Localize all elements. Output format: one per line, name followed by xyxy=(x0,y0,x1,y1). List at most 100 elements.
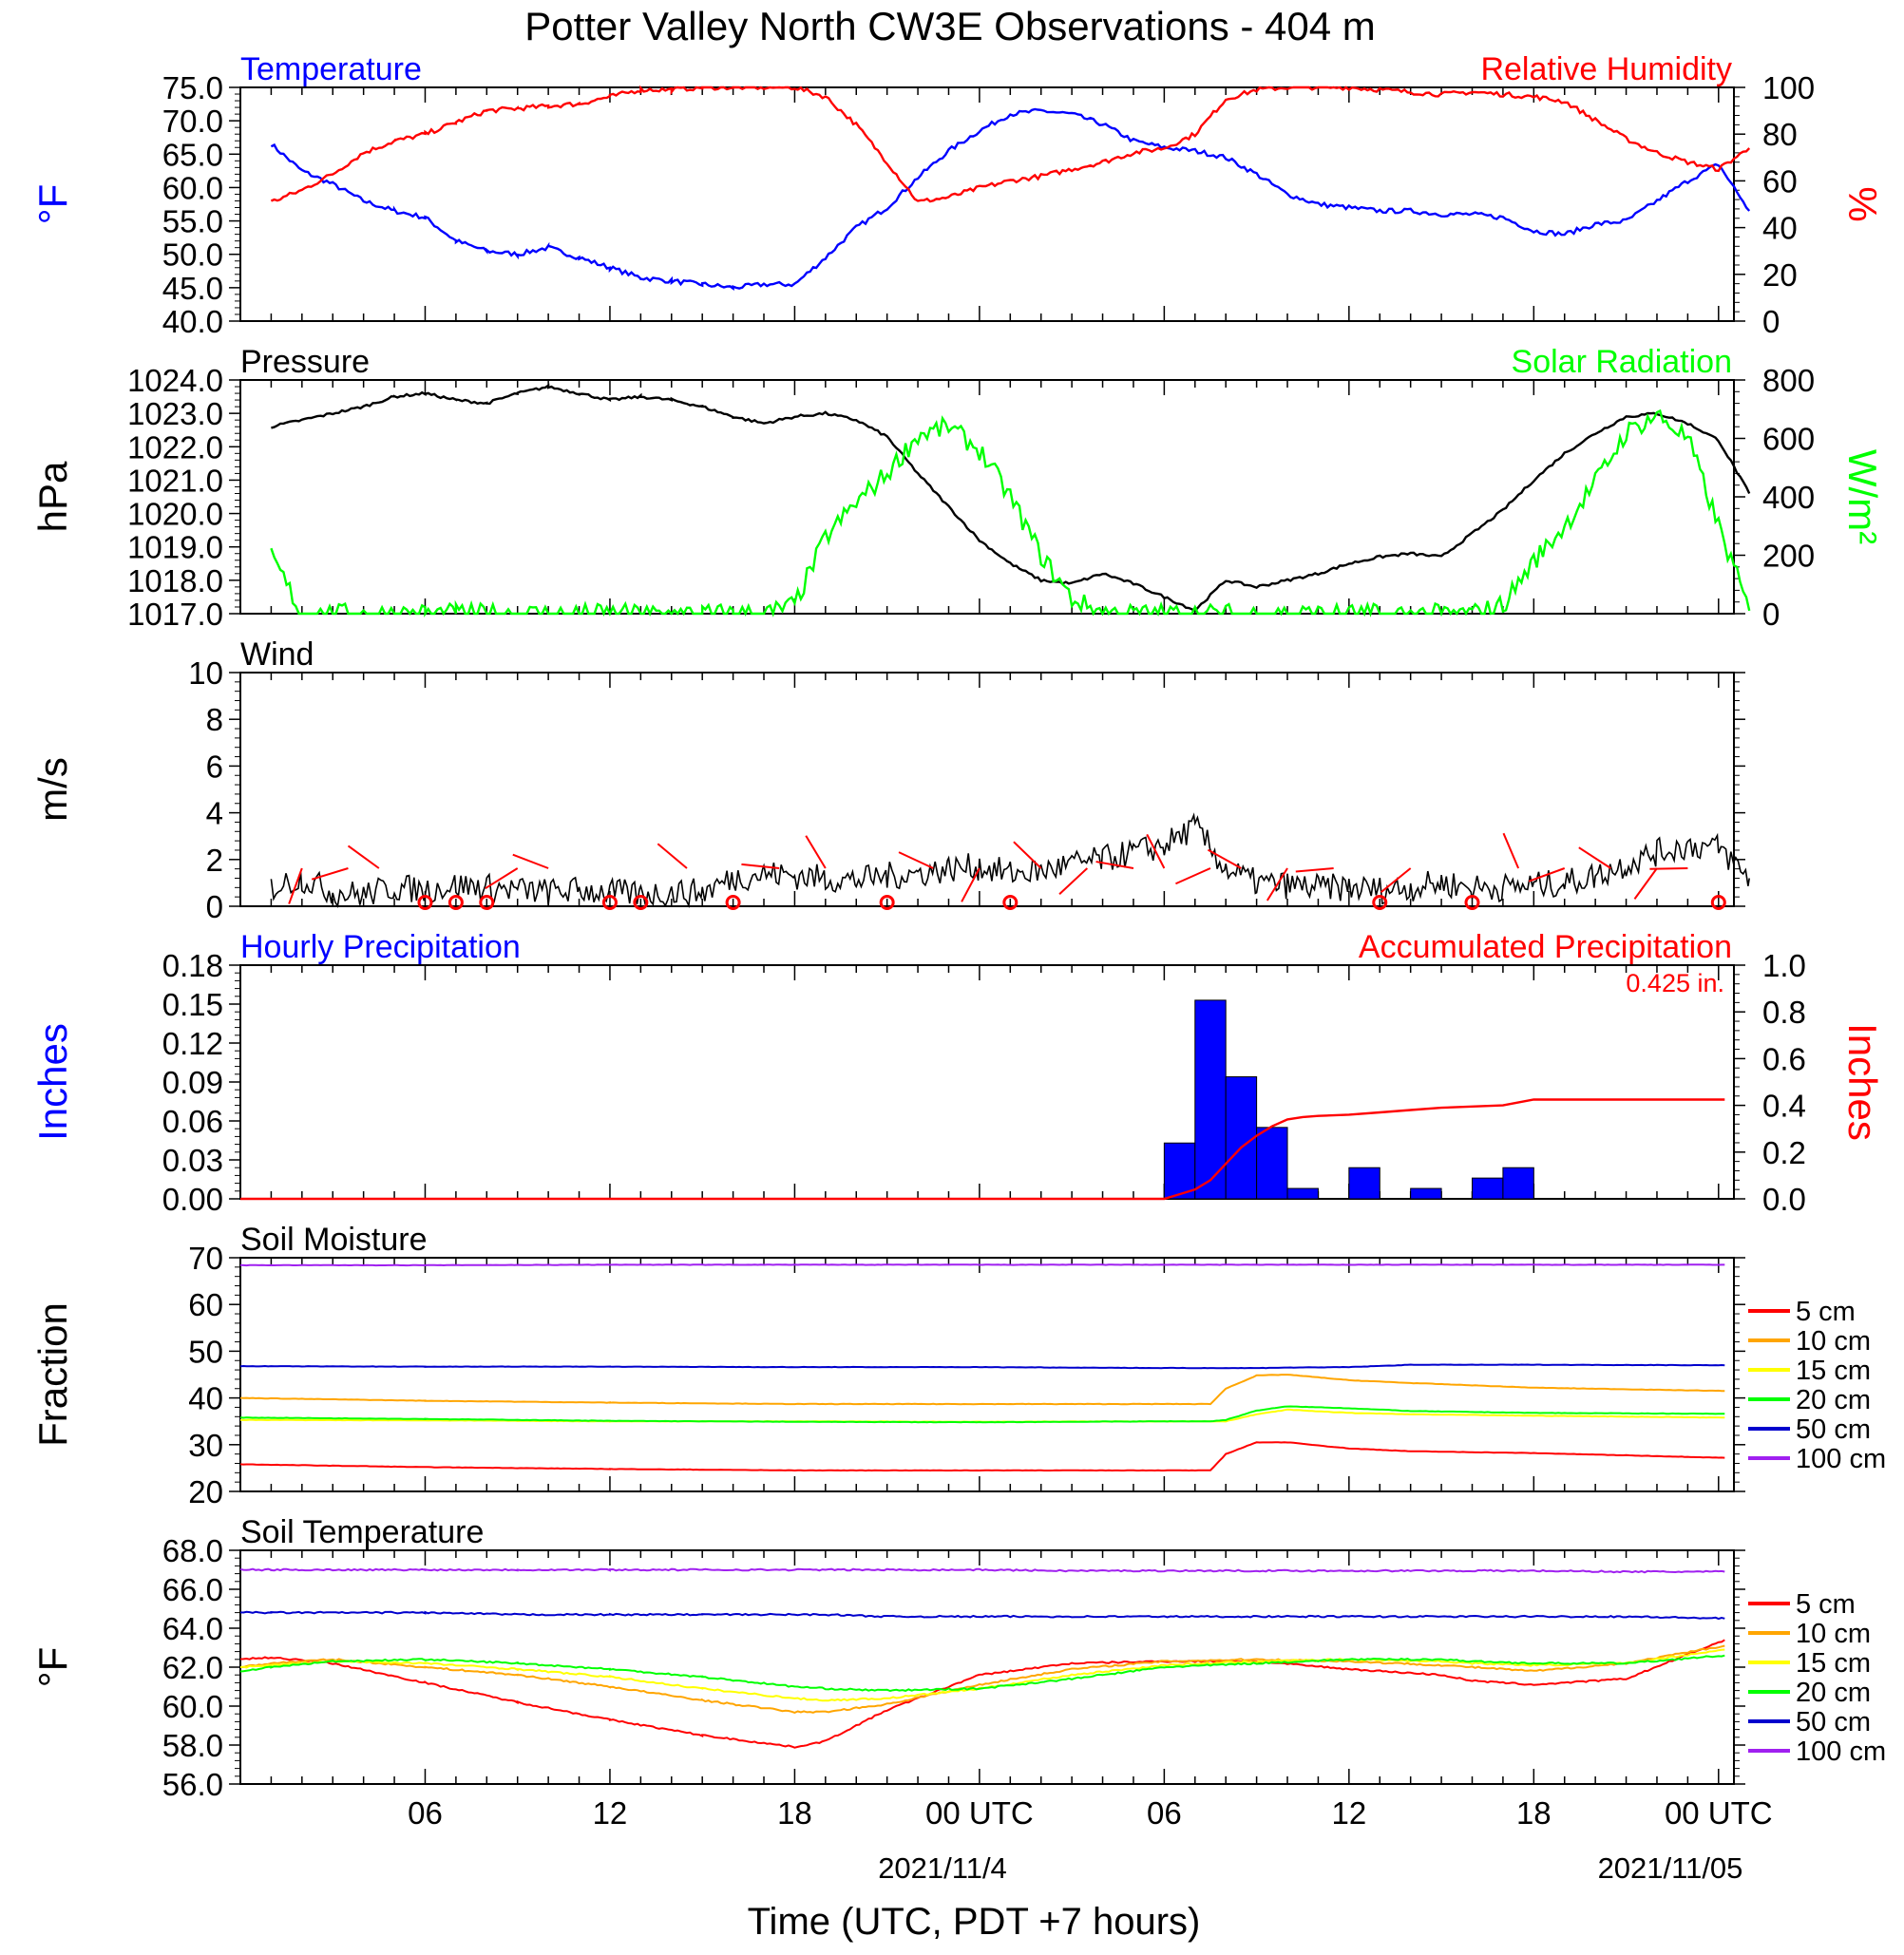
pressure_solar-ytick-label-right: 400 xyxy=(1762,480,1815,515)
soil_moisture-frame xyxy=(239,1257,1735,1492)
wind-barb-calm xyxy=(725,895,741,910)
soil_temp-ytick-label-left: 64.0 xyxy=(162,1611,223,1646)
soil_moisture-series-0 xyxy=(239,1441,1725,1472)
soil_moisture-legend-label: 100 cm xyxy=(1796,1444,1886,1474)
soil_moisture-ytick-label-left: 50 xyxy=(188,1334,223,1369)
wind-barb xyxy=(288,867,303,904)
pressure_solar-ylabel-left: hPa xyxy=(30,461,75,532)
soil_moisture-series-4 xyxy=(239,1363,1725,1370)
wind-barb xyxy=(347,845,380,869)
pressure_solar-ytick-label-left: 1023.0 xyxy=(127,396,223,431)
soil_temp-series-4 xyxy=(239,1610,1725,1621)
precip-ytick-label-left: 0.00 xyxy=(162,1182,223,1217)
wind-barb-calm xyxy=(1710,895,1726,910)
pressure_solar-ylabel-right: W/m² xyxy=(1840,449,1885,544)
temp_rh-ytick-label-left: 50.0 xyxy=(162,237,223,273)
wind-barb xyxy=(1578,846,1611,869)
soil_moisture-legend-label: 5 cm xyxy=(1796,1297,1856,1327)
temp_rh-ytick-label-right: 0 xyxy=(1762,304,1780,339)
wind-ytick-label-left: 4 xyxy=(206,796,223,831)
soil_temp-series-1 xyxy=(239,1644,1725,1714)
wind-barb xyxy=(512,853,549,869)
wind-barb-calm xyxy=(447,895,464,910)
x-tick-label: 00 UTC xyxy=(925,1795,1034,1831)
panel-wind: 10 8 6 4 2 0 Wind m/s xyxy=(30,636,1750,924)
precip-ylabel-left: Inches xyxy=(30,1023,75,1141)
soil_moisture-legend-label: 10 cm xyxy=(1796,1326,1871,1357)
pressure_solar-ytick-label-right: 600 xyxy=(1762,422,1815,457)
soil_moisture-ytick-label-left: 20 xyxy=(188,1474,223,1509)
precip-bar xyxy=(1194,999,1227,1200)
accumulated-precip-line xyxy=(240,1098,1725,1201)
temp_rh-ytick-label-left: 55.0 xyxy=(162,204,223,239)
wind-ytick-label-left: 0 xyxy=(206,889,223,924)
accumulated-total-annotation: 0.425 in. xyxy=(1626,969,1724,997)
temp_rh-ytick-label-left: 40.0 xyxy=(162,304,223,339)
wind-barb xyxy=(1095,861,1134,869)
pressure_solar-ytick-label-left: 1017.0 xyxy=(127,597,223,632)
pressure_solar-right-title: Solar Radiation xyxy=(1512,344,1732,380)
wind-barb-calm xyxy=(1002,895,1019,910)
precip-bar xyxy=(1256,1127,1288,1200)
soil_moisture-legend-label: 15 cm xyxy=(1796,1356,1871,1386)
panel-pressure_solar: 1024.01023.01022.01021.01020.01019.01018… xyxy=(30,344,1885,632)
temp_rh-ytick-label-right: 40 xyxy=(1762,211,1798,246)
wind-barb xyxy=(1175,867,1211,885)
wind-barb xyxy=(311,867,349,881)
temp_rh-ytick-label-right: 60 xyxy=(1762,163,1798,199)
precip-ytick-label-left: 0.09 xyxy=(162,1065,223,1100)
wind-barb xyxy=(1649,867,1688,870)
temp_rh-ytick-label-right: 80 xyxy=(1762,117,1798,152)
temp_rh-ytick-label-right: 100 xyxy=(1762,70,1815,105)
pressure_solar-ytick-label-right: 800 xyxy=(1762,363,1815,398)
precip-ytick-label-right: 1.0 xyxy=(1762,948,1806,983)
soil_temp-ylabel-left: °F xyxy=(30,1647,75,1687)
pressure_solar-ytick-label-left: 1020.0 xyxy=(127,497,223,532)
panel-precip: 0.18 0.15 0.12 0.09 0.06 0.03 0.00 1.0 0.8 0.6 0.4… xyxy=(30,929,1885,1217)
x-tick-label: 18 xyxy=(1516,1795,1552,1831)
x-tick-label: 06 xyxy=(1147,1795,1182,1831)
wind-barb xyxy=(741,863,780,869)
precip-ylabel-right: Inches xyxy=(1840,1023,1885,1141)
x-tick-label: 06 xyxy=(408,1795,443,1831)
soil_moisture-legend-label: 20 cm xyxy=(1796,1385,1871,1415)
pressure_solar-ytick-label-left: 1024.0 xyxy=(127,363,223,398)
soil_moisture-ytick-label-left: 70 xyxy=(188,1241,223,1276)
precip-bar xyxy=(1502,1167,1534,1200)
precip-ytick-label-left: 0.06 xyxy=(162,1104,223,1139)
soil_temp-legend-label: 20 cm xyxy=(1796,1678,1871,1708)
temp_rh-right-title: Relative Humidity xyxy=(1480,51,1732,87)
precip-ytick-label-left: 0.18 xyxy=(162,948,223,983)
temp_rh-ytick-label-left: 45.0 xyxy=(162,271,223,306)
wind-ylabel-left: m/s xyxy=(30,757,75,822)
wind-speed-line xyxy=(270,812,1750,909)
soil_temp-left-title: Soil Temperature xyxy=(240,1514,484,1550)
wind-barb xyxy=(1633,867,1658,900)
soil_moisture-ylabel-left: Fraction xyxy=(30,1302,75,1447)
wind-barb xyxy=(898,851,934,869)
pressure_solar-ytick-label-left: 1021.0 xyxy=(127,463,223,498)
wind-barb-calm xyxy=(601,895,618,910)
pressure_solar-left-title: Pressure xyxy=(240,344,370,380)
pressure_solar-ytick-label-right: 200 xyxy=(1762,539,1815,574)
precip-bar xyxy=(1163,1142,1196,1200)
wind-ytick-label-left: 6 xyxy=(206,749,223,784)
soil_temp-ytick-label-left: 62.0 xyxy=(162,1650,223,1685)
x-tick-label: 12 xyxy=(593,1795,628,1831)
wind-barb xyxy=(1207,848,1242,869)
pressure_solar-ytick-label-right: 0 xyxy=(1762,597,1780,632)
precip-ytick-label-left: 0.15 xyxy=(162,987,223,1022)
soil_temp-ytick-label-left: 68.0 xyxy=(162,1533,223,1568)
soil_moisture-series-5 xyxy=(239,1263,1725,1267)
wind-barb-calm xyxy=(1372,895,1388,910)
soil_temp-frame xyxy=(239,1549,1735,1785)
temp_rh-left-title: Temperature xyxy=(240,51,422,87)
temp_rh-series-1 xyxy=(270,85,1751,203)
wind-barb xyxy=(657,843,688,869)
precip-bar xyxy=(1286,1187,1319,1200)
pressure_solar-frame xyxy=(239,379,1735,615)
wind-barb xyxy=(1266,867,1288,902)
soil_temp-legend-label: 100 cm xyxy=(1796,1737,1886,1767)
wind-barb xyxy=(805,835,827,869)
